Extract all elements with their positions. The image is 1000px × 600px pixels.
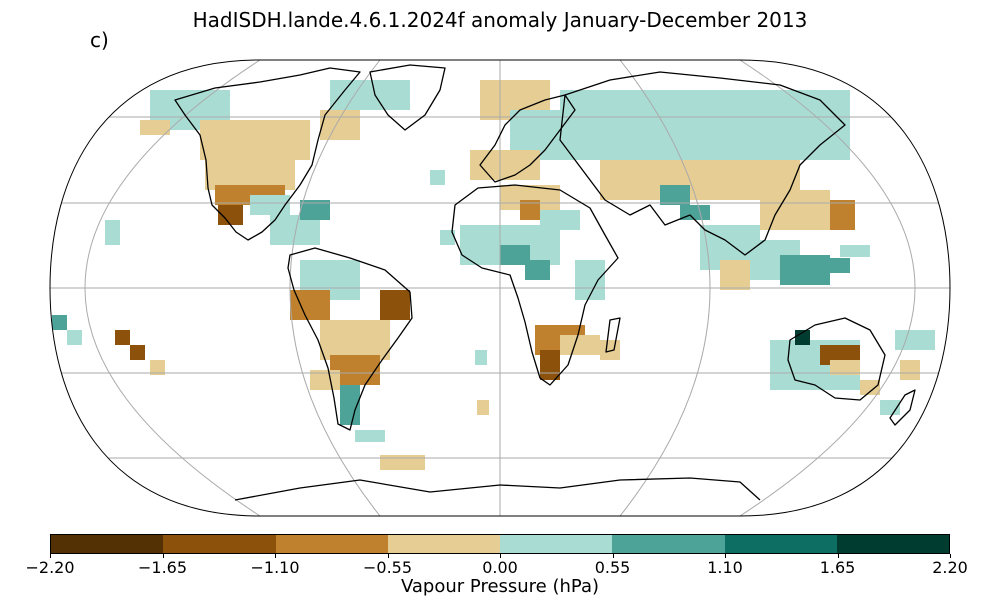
anomaly-cell [600,340,620,360]
gridline-lon-120e [739,60,916,516]
anomaly-cell [860,380,880,395]
anomaly-cell [380,455,425,470]
anomaly-cell [440,230,455,245]
anomaly-cell [310,370,340,390]
anomaly-cell [320,320,390,360]
anomaly-cell [560,335,600,355]
land-outlines [174,64,916,501]
colorbar-segment [612,535,725,553]
anomaly-cell [470,150,540,180]
anomaly-cell [320,110,360,140]
colorbar-tick-label: 2.20 [932,558,968,577]
colorbar-tickmark [612,554,614,558]
colorbar-tickmark [275,554,276,558]
anomaly-cell [67,330,82,345]
anomaly-cell [720,260,750,290]
anomaly-cell [355,430,385,442]
gridline-lon-60e [619,60,711,516]
colorbar-segment [387,535,500,553]
colorbar-tickmark [725,554,726,558]
anomaly-cell [477,400,489,415]
anomaly-cell [300,200,330,220]
anomaly-cell [430,170,445,185]
anomaly-cell [380,290,410,320]
outline-north-america [174,67,361,241]
anomaly-cell [52,315,67,330]
colorbar-tickmark [837,554,839,558]
anomaly-cell [340,385,360,425]
outline-australia [787,317,886,401]
anomaly-cell [105,220,120,245]
anomaly-cell [820,258,850,273]
gridline-lon-120w [84,60,261,516]
anomaly-cell [895,330,935,350]
anomaly-cell [830,200,855,230]
anomaly-cell [580,120,660,150]
anomaly-cell [475,350,487,365]
anomaly-cell [575,260,605,300]
colorbar [50,534,950,554]
colorbar-tick-label: −1.10 [250,558,300,577]
graticule [50,60,950,516]
colorbar-tickmark [500,554,501,558]
colorbar-segment [51,535,164,553]
globe-border [49,59,951,517]
colorbar-tick-label: 1.65 [819,558,856,577]
anomaly-cell [115,330,130,345]
anomaly-cell [150,360,165,375]
panel-label: c) [90,28,109,52]
colorbar-segment [163,535,276,553]
colorbar-tick-label: −0.55 [362,558,413,577]
anomaly-cell [525,260,550,280]
outline-greenland [369,64,446,131]
anomaly-cell [540,350,560,380]
colorbar-segment [836,535,949,553]
colorbar-segment [275,535,388,553]
anomaly-cell [660,185,690,205]
colorbar-tick-label: −1.65 [137,558,188,577]
anomaly-cells [52,80,935,470]
colorbar-tick-label: 0.00 [482,558,518,577]
anomaly-cell [900,360,920,380]
colorbar-label: Vapour Pressure (hPa) [400,576,600,597]
colorbar-segment [724,535,837,553]
anomaly-cell [795,330,810,345]
anomaly-cell [200,120,310,160]
outline-madagascar [605,317,621,353]
anomaly-cell [840,245,870,257]
outline-europe [479,94,576,183]
outline-new-zealand [889,389,916,426]
anomaly-cell [760,190,830,230]
outline-south-america [287,247,413,431]
anomaly-cell [330,80,410,110]
map-title: HadISDH.lande.4.6.1.2024f anomaly Januar… [192,8,808,32]
anomaly-cell [830,360,860,375]
colorbar-tickmark [950,554,951,558]
world-map [49,59,951,517]
anomaly-cell [250,195,290,215]
colorbar-tickmark [387,554,389,558]
gridline-lon-60w [289,60,381,516]
colorbar-tick-label: −2.20 [25,558,75,577]
anomaly-cell [218,205,243,225]
outline-antarctica [234,477,761,501]
colorbar-segment [500,535,613,553]
anomaly-cell [140,120,170,135]
colorbar-tick-label: 1.10 [707,558,743,577]
anomaly-cell [130,345,145,360]
colorbar-tickmark [162,554,164,558]
anomaly-cell [520,200,540,220]
outline-asia [559,71,846,256]
colorbar-tickmark [50,554,51,558]
colorbar-tick-label: 0.55 [594,558,631,577]
anomaly-cell [500,245,530,265]
outline-africa [451,184,619,386]
